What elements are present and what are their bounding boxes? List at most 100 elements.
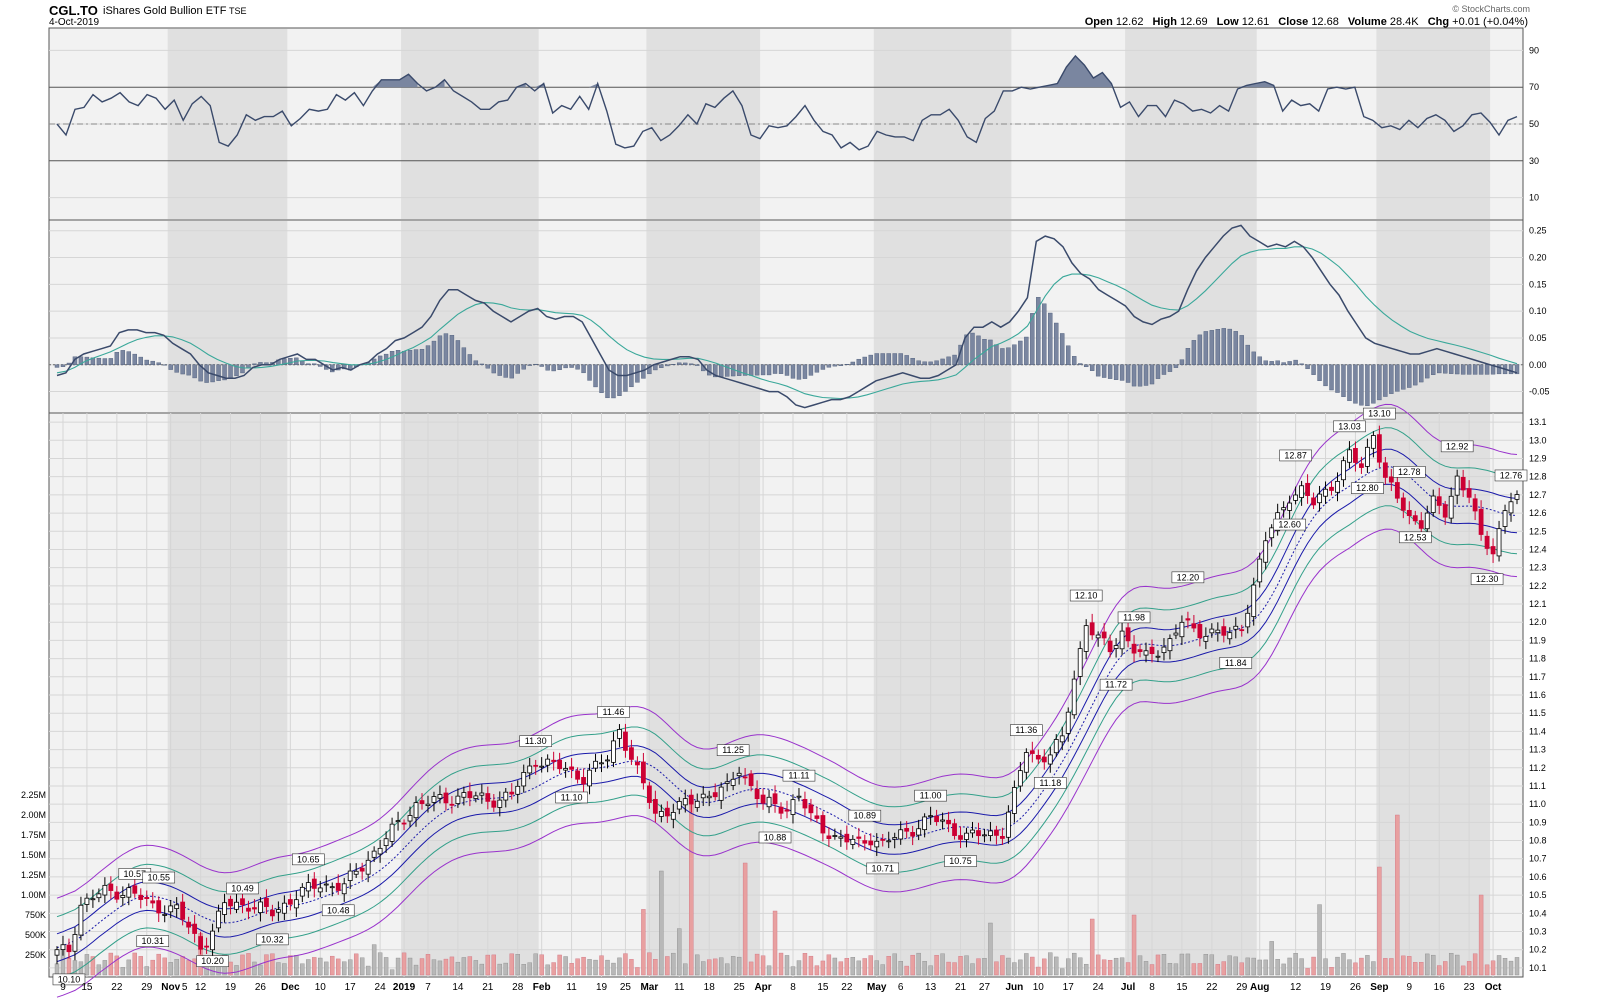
macd-histogram-bar: [162, 364, 167, 366]
macd-histogram-bar: [970, 332, 975, 365]
candle-body: [1269, 527, 1275, 539]
volume-bar: [1407, 956, 1412, 976]
macd-histogram-bar: [1347, 364, 1352, 402]
macd-histogram-bar: [1335, 364, 1340, 393]
price-annotation-box: [1333, 420, 1366, 433]
candle-body: [784, 809, 790, 812]
macd-histogram-bar: [778, 364, 784, 374]
macd-histogram-bar: [1227, 328, 1232, 365]
volume-bar: [1299, 958, 1304, 976]
x-tick-label: 25: [734, 982, 746, 993]
x-tick-label: 8: [1149, 982, 1155, 993]
volume-bar: [898, 961, 903, 976]
candle-body: [216, 910, 221, 929]
x-tick-label: Nov: [161, 982, 180, 993]
candle-body: [437, 794, 443, 799]
x-tick-label: 13: [925, 982, 937, 993]
candle-body: [670, 812, 676, 820]
macd-histogram-bar: [611, 364, 616, 399]
volume-bar: [282, 963, 287, 976]
volume-bar: [1113, 957, 1119, 976]
volume-bar: [730, 956, 736, 976]
candle-body: [593, 760, 598, 769]
candle-body: [676, 801, 682, 810]
price-annotation-label: 11.25: [722, 745, 744, 755]
candle-body: [623, 731, 628, 751]
candle-body: [1341, 460, 1346, 481]
volume-bar: [545, 964, 550, 976]
macd-histogram-bar: [581, 364, 586, 374]
candle-body: [1454, 475, 1460, 496]
candle-body: [1412, 515, 1418, 522]
macd-panel-bg: [48, 219, 1524, 414]
macd-histogram-bar: [874, 353, 879, 365]
candle-body: [1179, 621, 1185, 638]
volume-bar: [1185, 953, 1191, 976]
volume-bar: [1221, 961, 1227, 976]
price-tick-label: 10.1: [1529, 963, 1547, 973]
price-annotation-label: 10.88: [764, 832, 787, 842]
volume-bar: [1215, 964, 1221, 976]
candle-body: [413, 802, 419, 819]
macd-histogram-bar: [1095, 364, 1101, 377]
x-tick-label: 15: [817, 982, 829, 993]
macd-histogram-bar: [252, 363, 257, 365]
candle-body: [377, 847, 383, 855]
macd-histogram-bar: [593, 364, 598, 388]
candle-body: [455, 795, 461, 804]
candle-body: [162, 913, 168, 916]
volume-bar: [192, 958, 197, 976]
macd-histogram-bar: [916, 360, 921, 365]
macd-histogram-bar: [1077, 363, 1083, 365]
macd-histogram-bar: [216, 364, 221, 381]
candle-body: [730, 778, 736, 786]
volume-bar: [976, 958, 981, 976]
candle-body: [640, 761, 646, 784]
volume-bar: [90, 956, 96, 976]
macd-histogram-bar: [868, 354, 873, 365]
candle-body: [389, 823, 395, 842]
volume-bar: [258, 964, 263, 976]
macd-histogram-bar: [96, 357, 102, 365]
macd-histogram-bar: [1359, 364, 1364, 406]
candle-body: [952, 823, 957, 836]
macd-histogram-bar: [718, 364, 724, 377]
price-annotation-box: [1279, 449, 1312, 462]
volume-bar: [353, 953, 359, 976]
candle-body: [646, 785, 652, 803]
price-annotation-box: [1099, 678, 1133, 691]
macd-histogram-bar: [1030, 313, 1035, 365]
macd-histogram-bar: [1101, 364, 1107, 378]
macd-histogram-bar: [192, 364, 197, 379]
macd-histogram-bar: [772, 364, 778, 374]
candle-body: [1442, 504, 1448, 518]
volume-value: 28.4K: [1389, 16, 1419, 28]
volume-bar: [952, 962, 957, 976]
volume-bar: [318, 957, 323, 976]
candle-body: [264, 897, 269, 907]
macd-histogram-bar: [1484, 364, 1490, 375]
volume-bar: [928, 965, 933, 976]
volume-bar: [1048, 952, 1053, 976]
volume-bar: [988, 922, 993, 976]
macd-histogram-bar: [1508, 364, 1514, 375]
volume-bar: [1060, 968, 1065, 976]
macd-histogram-bar: [1460, 364, 1466, 375]
candle-body: [317, 887, 323, 893]
candle-body: [844, 833, 850, 843]
volume-bar: [1263, 959, 1268, 976]
macd-histogram-bar: [1012, 344, 1017, 365]
volume-bar: [455, 961, 461, 976]
macd-histogram-bar: [1054, 322, 1059, 365]
x-tick-label: 19: [225, 982, 237, 993]
macd-histogram-bar: [1442, 364, 1448, 374]
macd-histogram-bar: [1383, 364, 1388, 397]
volume-bar: [766, 965, 772, 976]
price-annotation-label: 12.20: [1177, 572, 1200, 582]
candle-body: [186, 921, 192, 928]
macd-histogram-bar: [563, 364, 568, 369]
macd-histogram-bar: [850, 361, 856, 365]
candle-body: [144, 897, 150, 900]
candle-body: [658, 811, 664, 817]
candle-body: [120, 895, 126, 898]
